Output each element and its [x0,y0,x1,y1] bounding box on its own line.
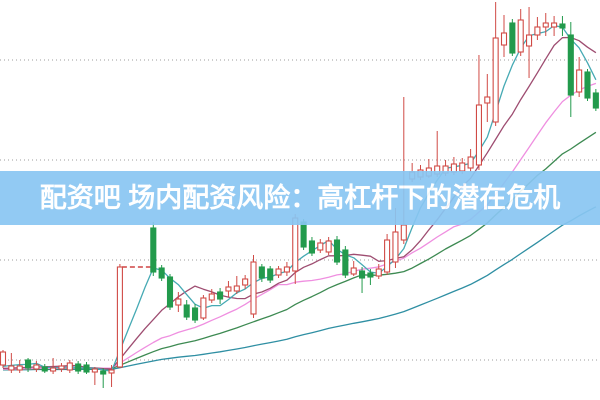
down-candle-body [509,22,516,54]
down-candle-body [166,276,174,308]
up-candle-body [66,362,73,371]
down-candle-body [41,366,48,372]
down-candle-body [24,359,32,369]
down-candle-body [258,266,265,279]
up-candle-body [350,267,357,275]
up-candle-body [225,286,232,292]
up-candle-body [467,156,474,169]
down-candle-body [567,34,574,96]
up-candle-body [250,261,257,315]
up-candle-body [292,217,299,272]
up-candle-body [484,96,491,104]
up-candle-body [576,69,583,93]
up-candle-body [542,22,549,28]
down-candle-body [367,272,374,278]
down-candle-body [559,23,566,29]
up-candle-body [551,22,558,28]
down-candle-body [192,307,199,321]
up-candle-body [325,240,332,253]
down-candle-body [584,71,591,99]
down-candle-body [150,227,157,273]
up-candle-body [175,298,182,306]
down-candle-body [308,240,316,254]
up-candle-body [517,19,524,53]
up-candle-body [459,162,466,172]
down-candle-body [300,221,307,248]
down-candle-body [217,291,224,300]
up-candle-body [275,268,282,276]
up-candle-body [525,34,533,47]
up-candle-body [375,268,382,277]
up-candle-body [116,266,123,368]
down-candle-body [183,304,190,318]
down-candle-body [100,370,107,375]
up-candle-body [317,242,324,251]
up-candle-body [384,239,391,273]
down-candle-body [83,364,90,373]
down-candle-body [592,92,599,109]
up-candle-body [492,37,499,123]
down-candle-body [358,270,366,279]
down-candle-body [267,268,274,281]
down-candle-body [158,267,165,279]
up-candle-body [91,368,98,373]
up-candle-body [534,26,541,36]
page-title: 配资吧 场内配资风险：高杠杆下的潜在危机 [39,182,561,213]
down-candle-body [75,363,82,372]
ma10-line [2,36,597,370]
up-candle-body [16,365,23,371]
up-candle-body [8,365,15,371]
up-candle-body [58,365,65,370]
down-candle-body [342,249,349,276]
up-candle-body [400,224,407,241]
up-candle-body [242,278,249,286]
up-candle-body [233,285,240,292]
up-candle-body [0,351,7,366]
up-candle-body [33,364,40,370]
up-candle-body [500,32,508,46]
up-candle-body [475,104,483,166]
down-candle-body [333,239,341,263]
up-candle-body [208,293,215,301]
up-candle-body [200,297,207,319]
up-candle-body [392,231,399,263]
up-candle-body [108,369,115,374]
up-candle-body [283,266,290,273]
up-candle-body [50,367,57,372]
title-banner: 配资吧 场内配资风险：高杠杆下的潜在危机 [0,171,600,225]
